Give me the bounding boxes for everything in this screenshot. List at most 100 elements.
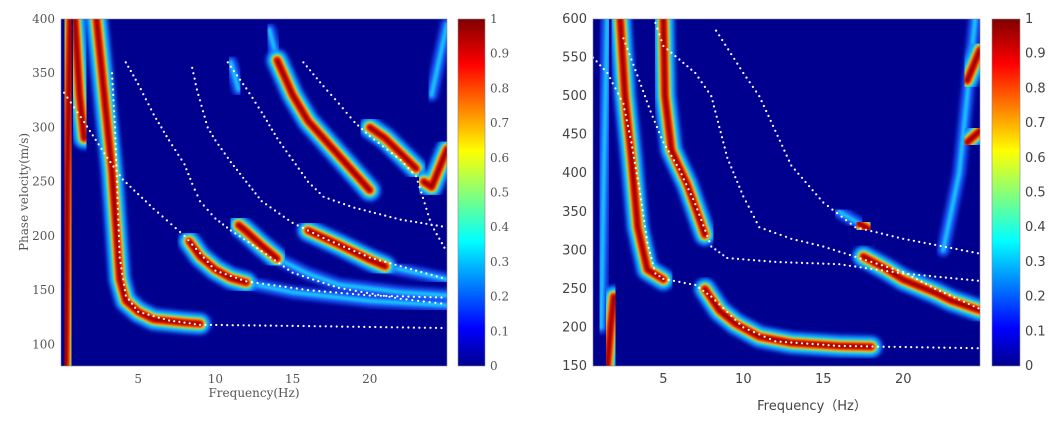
pick-point xyxy=(718,125,721,129)
pick-point xyxy=(373,138,376,141)
weak-energy-ridge-core xyxy=(275,256,447,298)
pick-point xyxy=(953,296,956,299)
pick-point xyxy=(934,287,937,290)
pick-point xyxy=(726,256,729,260)
pick-point xyxy=(639,192,642,196)
pick-point xyxy=(714,110,717,113)
pick-point xyxy=(939,276,942,279)
pick-point xyxy=(300,171,303,175)
pick-point xyxy=(686,65,689,68)
pick-point xyxy=(718,251,721,254)
energy-ridge xyxy=(421,147,447,190)
pick-point xyxy=(341,325,344,328)
pick-point xyxy=(779,233,782,236)
colorbar-tick-label: 0 xyxy=(490,359,498,373)
y-tick-label: 100 xyxy=(32,337,55,351)
pick-point xyxy=(306,180,310,183)
plot-frame xyxy=(60,18,448,367)
pick-point xyxy=(399,297,402,300)
pick-point xyxy=(214,139,217,142)
picked-dispersion-curve xyxy=(124,61,443,305)
pick-point xyxy=(322,236,325,240)
pick-point xyxy=(893,345,896,348)
pick-point xyxy=(127,298,130,301)
pick-point xyxy=(121,178,124,181)
pick-point xyxy=(678,168,681,171)
pick-point xyxy=(407,326,410,329)
pick-point xyxy=(404,266,407,269)
pick-point xyxy=(195,247,198,250)
pick-point xyxy=(262,282,265,285)
pick-point xyxy=(972,305,975,308)
x-axis-label: Frequency（Hz） xyxy=(757,399,867,414)
pick-point xyxy=(418,326,421,329)
pick-point xyxy=(939,244,942,248)
pick-point xyxy=(822,201,825,204)
pick-point xyxy=(113,126,117,129)
pick-point xyxy=(322,195,325,198)
pick-point xyxy=(718,303,721,306)
pick-point xyxy=(649,110,652,113)
pick-point xyxy=(787,159,791,162)
picked-dispersion-curve xyxy=(593,56,979,350)
pick-point xyxy=(816,262,820,265)
pick-point xyxy=(632,151,635,154)
pick-point xyxy=(291,324,294,327)
pick-point xyxy=(667,278,670,281)
pick-point xyxy=(934,275,937,278)
pick-point xyxy=(638,79,641,82)
pick-point xyxy=(407,295,410,298)
pick-point xyxy=(854,226,857,229)
pick-point xyxy=(137,83,140,86)
pick-point xyxy=(332,285,335,288)
pick-point xyxy=(178,320,181,323)
pick-point xyxy=(742,326,745,329)
pick-point xyxy=(932,346,935,349)
pick-point xyxy=(111,88,114,91)
pick-point xyxy=(642,89,645,93)
pick-point xyxy=(191,182,194,185)
pick-point xyxy=(687,188,690,191)
pick-point xyxy=(762,104,766,108)
pick-point xyxy=(247,324,251,327)
pick-point xyxy=(785,154,788,157)
pick-point xyxy=(361,128,364,131)
pick-point xyxy=(632,156,636,159)
pick-point xyxy=(795,261,798,264)
pick-point xyxy=(286,324,289,327)
pick-point xyxy=(382,294,385,297)
pick-point xyxy=(800,240,804,243)
pick-point xyxy=(399,158,402,162)
pick-point xyxy=(386,148,389,151)
pick-point xyxy=(117,213,120,216)
pick-point xyxy=(363,325,366,328)
colorbar-tick-label: 0.2 xyxy=(490,290,509,304)
pick-point xyxy=(254,192,257,195)
pick-point xyxy=(106,156,109,159)
pick-point xyxy=(886,270,889,273)
pick-point xyxy=(238,235,241,238)
pick-point xyxy=(696,208,699,211)
pick-point xyxy=(114,142,117,145)
pick-point xyxy=(157,122,160,125)
pick-point xyxy=(976,252,980,255)
pick-point xyxy=(219,271,222,274)
y-tick-label: 350 xyxy=(562,205,587,220)
pick-point xyxy=(736,180,739,183)
heatmap-area xyxy=(61,19,447,366)
pick-point xyxy=(407,167,410,170)
pick-point xyxy=(880,264,884,267)
pick-point xyxy=(237,324,240,327)
pick-point xyxy=(282,265,285,268)
pick-point xyxy=(632,63,635,66)
colorbar-tick-label: 0.3 xyxy=(1025,255,1046,270)
pick-point xyxy=(276,137,279,140)
pick-point xyxy=(742,258,745,261)
pick-point xyxy=(381,145,385,148)
pick-point xyxy=(349,288,352,291)
pick-point xyxy=(264,324,267,327)
pick-point xyxy=(651,262,654,265)
pick-point xyxy=(694,203,697,206)
pick-point xyxy=(171,144,174,147)
pick-point xyxy=(700,81,703,84)
